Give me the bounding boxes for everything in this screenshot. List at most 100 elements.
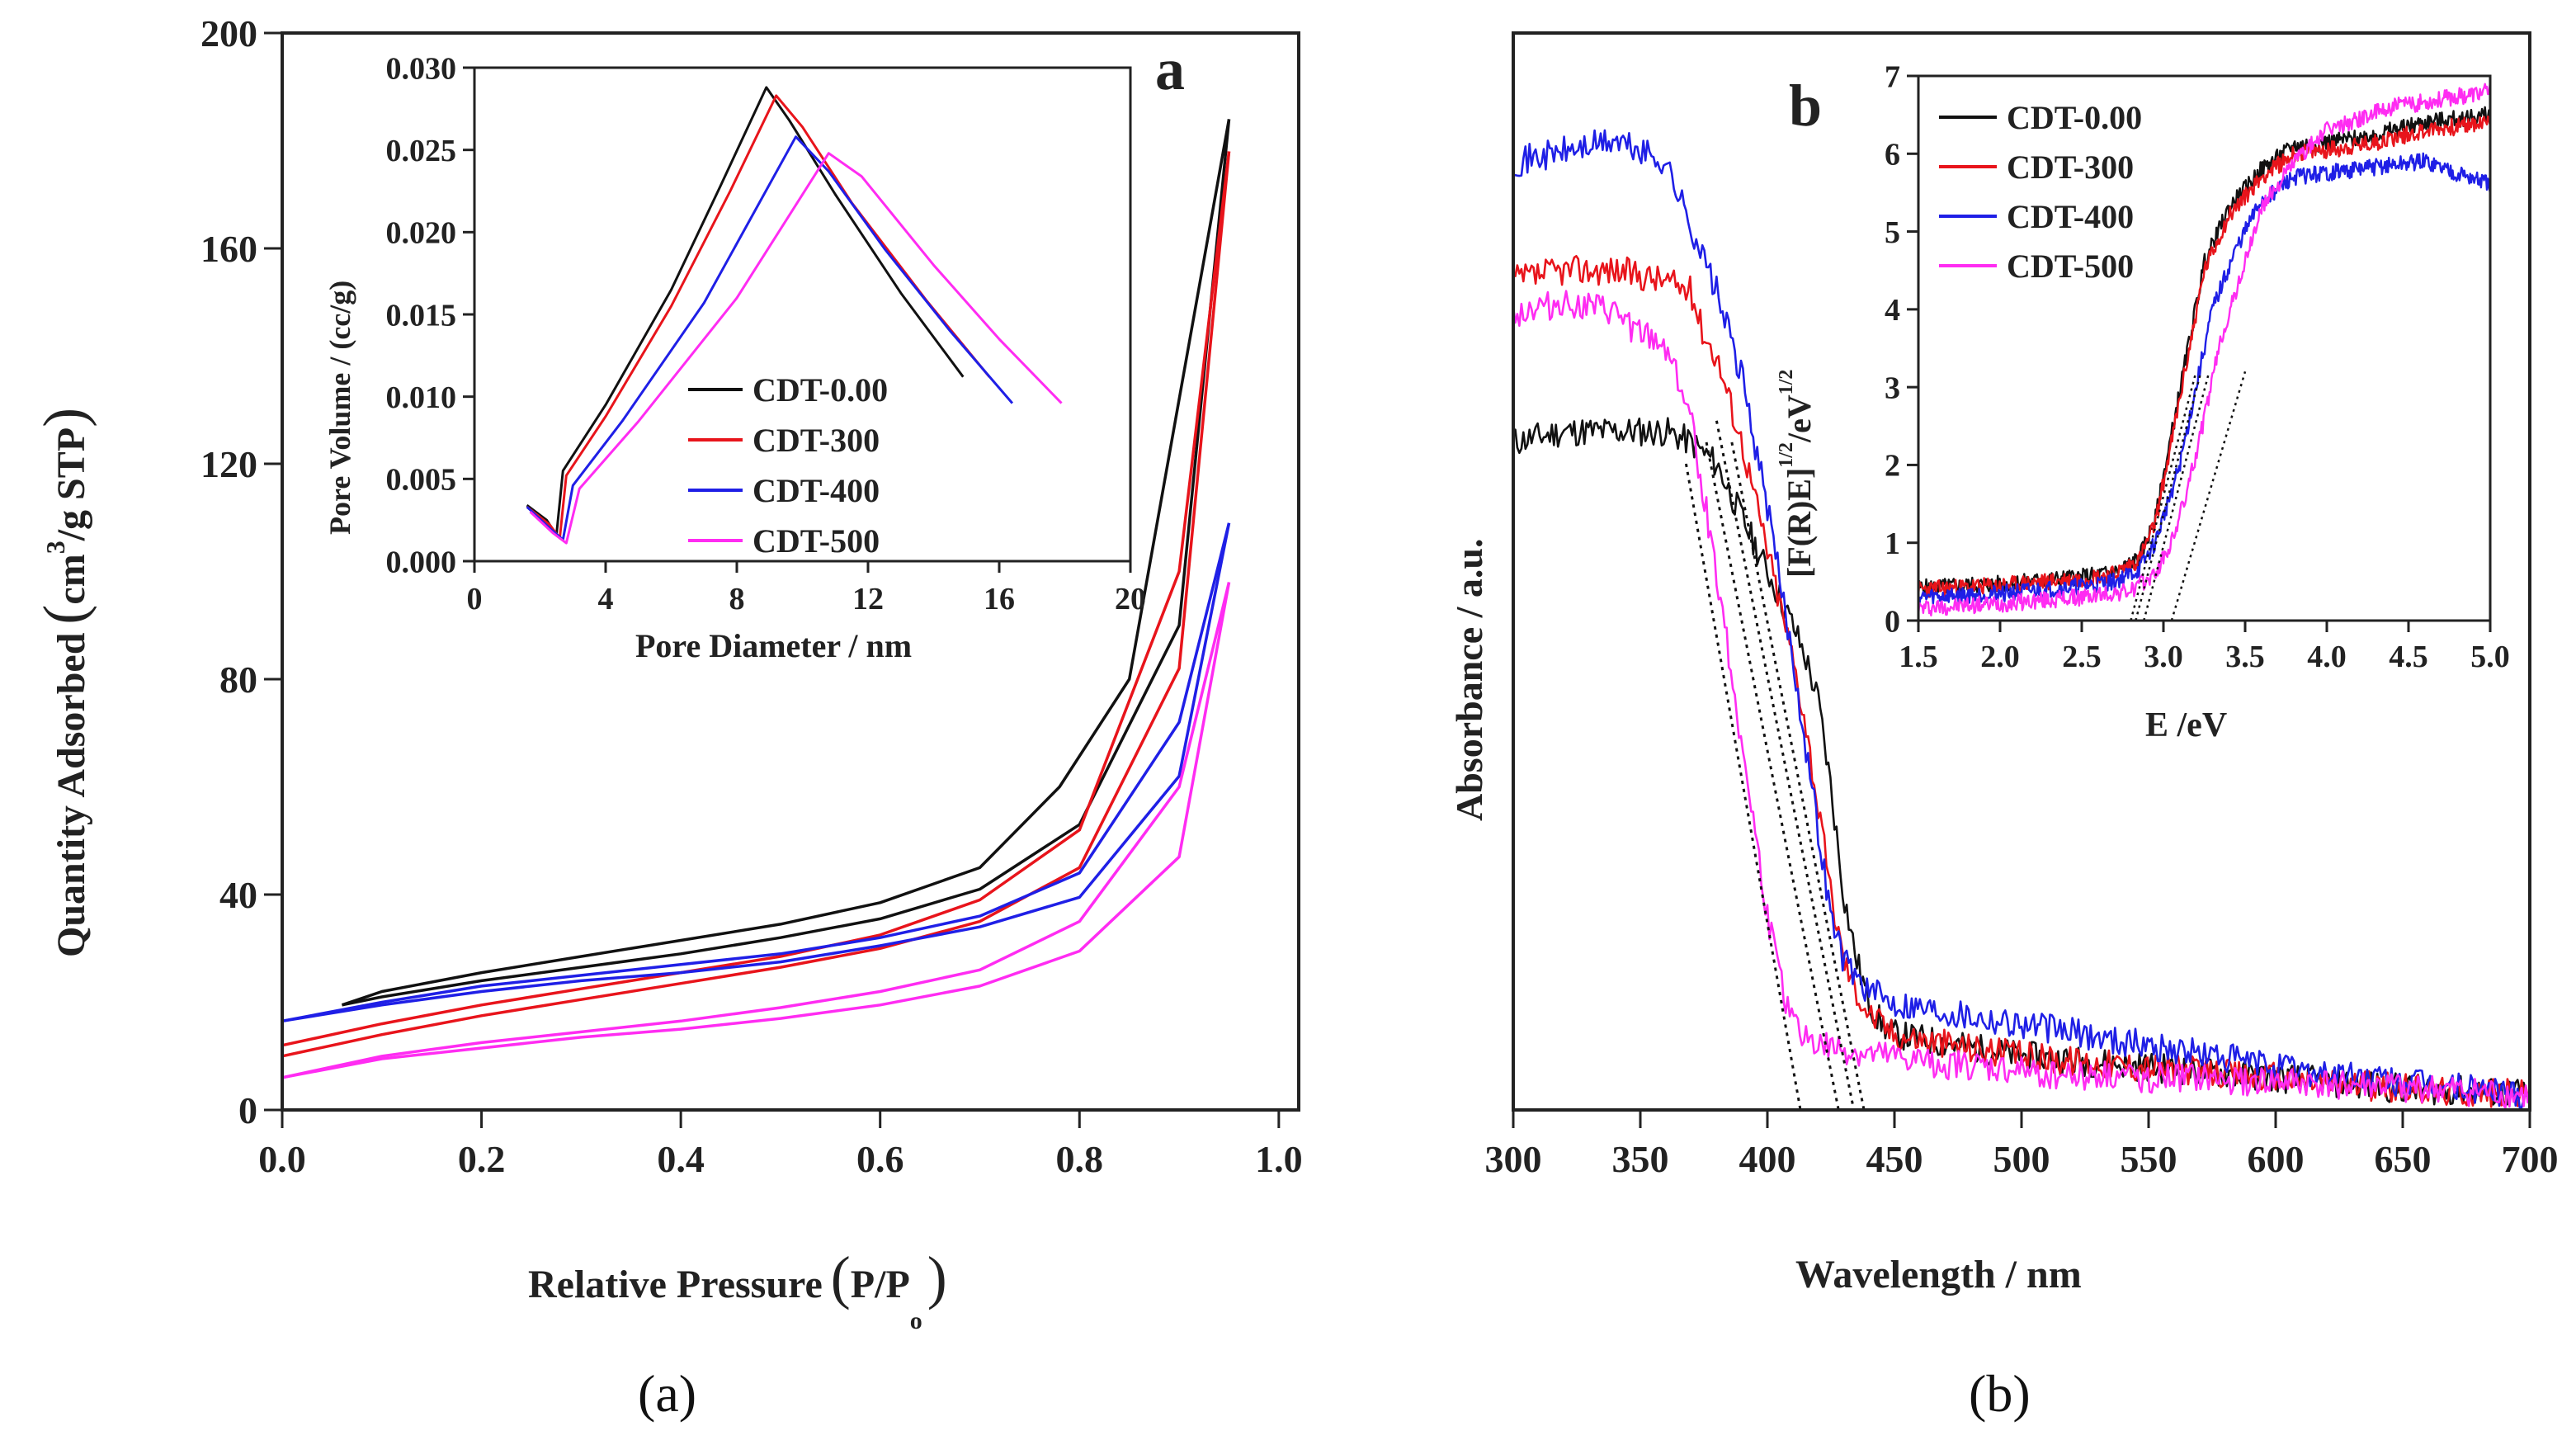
isotherm-cdt-0.00 <box>342 119 1231 1007</box>
x-tick-label: 1.0 <box>1255 1138 1303 1180</box>
panel-b-inset-ylabel: [F(R)E]1/2/eV1/2 <box>1776 370 1818 578</box>
isotherm-cdt-0.00 <box>341 119 1231 1007</box>
isotherm-cdt-400 <box>281 522 1231 1023</box>
y-tick-label: 0.015 <box>386 298 457 333</box>
panel-b-plot-area <box>1512 129 2531 1111</box>
x-tick-label: 2.5 <box>2062 640 2102 674</box>
x-tick-label: 1.5 <box>1899 640 1938 674</box>
legend-label-cdt-300: CDT-300 <box>2007 149 2134 186</box>
absorbance-cdt-500 <box>1512 290 2531 1109</box>
x-tick-label: 20 <box>1115 582 1146 616</box>
y-tick-label: 0 <box>1885 604 1900 639</box>
isotherm-cdt-500 <box>281 582 1231 1079</box>
x-tick-label: 4.5 <box>2389 640 2428 674</box>
isotherm-cdt-300 <box>281 151 1231 1058</box>
panel-b-inset-legend: CDT-0.00 CDT-300 CDT-400 CDT-500 <box>1939 99 2142 285</box>
y-tick-label: 0.030 <box>386 51 457 86</box>
tangent-line <box>1684 463 1802 1111</box>
panel-a-inset-ylabel: Pore Volume / (cc/g) <box>323 281 356 535</box>
y-tick-label: 6 <box>1885 138 1900 172</box>
x-tick-label: 600 <box>2248 1138 2305 1180</box>
x-tick-label: 0.8 <box>1056 1138 1104 1180</box>
legend-label-cdt-400: CDT-400 <box>2007 198 2134 235</box>
legend-label-cdt-0.00: CDT-0.00 <box>753 371 888 408</box>
tauc-cdt-300 <box>1917 115 2491 598</box>
y-tick-label: 0.025 <box>386 134 457 168</box>
isotherm-cdt-500 <box>281 582 1231 1079</box>
y-tick-label: 1 <box>1885 527 1900 561</box>
x-tick-label: 350 <box>1612 1138 1669 1180</box>
panel-b-inset-ticks: 1.5 2.0 2.5 3.0 3.5 4.0 4.5 5.0 0 1 2 3 4 5 6 7 <box>1885 59 2510 674</box>
legend-label-cdt-500: CDT-500 <box>753 522 880 560</box>
panel-a-xlabel: Relative Pressure (P/Po) <box>528 1244 947 1334</box>
panel-b: 300 350 400 450 500 550 600 650 700 b Wavelength… <box>1448 31 2559 1296</box>
y-tick-label: 120 <box>201 443 257 485</box>
tauc-cdt-500 <box>1917 83 2491 616</box>
legend-label-cdt-300: CDT-300 <box>753 422 880 459</box>
absorbance-cdt-400 <box>1512 129 2531 1109</box>
x-tick-label: 12 <box>852 582 884 616</box>
panel-a-ylabel: Quantity Adsorbed(cm3/g STP) <box>31 408 97 957</box>
panel-b-inset: 1.5 2.0 2.5 3.0 3.5 4.0 4.5 5.0 0 1 2 3 4 5 6 7 E /eV [… <box>1776 59 2510 744</box>
x-tick-label: 500 <box>1993 1138 2050 1180</box>
isotherm-cdt-300 <box>281 151 1231 1047</box>
y-tick-label: 0.010 <box>386 380 457 415</box>
y-tick-label: 0.000 <box>386 545 457 579</box>
y-tick-label: 40 <box>219 874 257 916</box>
y-tick-label: 2 <box>1885 449 1900 484</box>
panel-a-inset-background <box>474 68 1130 561</box>
legend-label-cdt-400: CDT-400 <box>753 472 880 509</box>
tangent-line <box>1705 442 1840 1111</box>
x-tick-label: 0 <box>467 582 483 616</box>
y-tick-label: 0.005 <box>386 463 457 498</box>
y-tick-label: 200 <box>201 12 257 54</box>
panel-a-axes-frame <box>281 31 1300 1112</box>
panel-b-ylabel: Absorbance / a.u. <box>1448 539 1490 821</box>
panel-b-ticks: 300 350 400 450 500 550 600 650 700 <box>1485 1110 2559 1180</box>
panel-b-letter: b <box>1789 73 1822 139</box>
x-tick-label: 4.0 <box>2307 640 2347 674</box>
x-tick-label: 300 <box>1485 1138 1542 1180</box>
y-tick-label: 5 <box>1885 215 1900 250</box>
x-tick-label: 550 <box>2121 1138 2177 1180</box>
x-tick-label: 700 <box>2502 1138 2559 1180</box>
y-tick-label: 160 <box>201 228 257 270</box>
x-tick-label: 5.0 <box>2470 640 2510 674</box>
panel-a-inset-legend: CDT-0.00 CDT-300 CDT-400 CDT-500 <box>688 371 888 560</box>
y-tick-label: 7 <box>1885 59 1900 94</box>
panel-b-xlabel: Wavelength / nm <box>1795 1253 2082 1296</box>
panel-b-inset-plot-area <box>1917 83 2491 621</box>
panel-a-inset-xlabel: Pore Diameter / nm <box>635 627 912 664</box>
x-tick-label: 0.6 <box>856 1138 904 1180</box>
pore-distribution-cdt-500 <box>529 152 1063 545</box>
panel-a-letter: a <box>1155 36 1185 102</box>
legend-label-cdt-0.00: CDT-0.00 <box>2007 99 2142 136</box>
panel-a-inset: 0 4 8 12 16 20 0.000 0.005 0.010 0.015 0.020 0.025 0… <box>323 51 1146 664</box>
x-tick-label: 0.0 <box>258 1138 306 1180</box>
y-tick-label: 80 <box>219 659 257 701</box>
panel-a-plot-area <box>281 119 1231 1079</box>
x-tick-label: 650 <box>2375 1138 2432 1180</box>
x-tick-label: 4 <box>598 582 614 616</box>
x-tick-label: 16 <box>984 582 1015 616</box>
x-tick-label: 0.4 <box>657 1138 705 1180</box>
x-tick-label: 450 <box>1866 1138 1923 1180</box>
x-tick-label: 8 <box>729 582 745 616</box>
x-tick-label: 0.2 <box>458 1138 506 1180</box>
x-tick-label: 400 <box>1739 1138 1796 1180</box>
x-tick-label: 2.0 <box>1980 640 2020 674</box>
y-tick-label: 3 <box>1885 371 1900 405</box>
tangent-line <box>1715 420 1856 1111</box>
panel-a-inset-ticks: 0 4 8 12 16 20 0.000 0.005 0.010 0.015 0.020 0.025 0… <box>386 51 1147 616</box>
y-tick-label: 4 <box>1885 293 1900 328</box>
y-tick-label: 0 <box>238 1089 257 1131</box>
x-tick-label: 3.5 <box>2225 640 2265 674</box>
panel-a-inset-plot-area <box>526 86 1063 545</box>
legend-label-cdt-500: CDT-500 <box>2007 248 2134 285</box>
caption-a: (a) <box>638 1364 696 1423</box>
isotherm-cdt-400 <box>281 522 1231 1023</box>
x-tick-label: 3.0 <box>2144 640 2183 674</box>
panel-b-inset-xlabel: E /eV <box>2145 706 2227 744</box>
